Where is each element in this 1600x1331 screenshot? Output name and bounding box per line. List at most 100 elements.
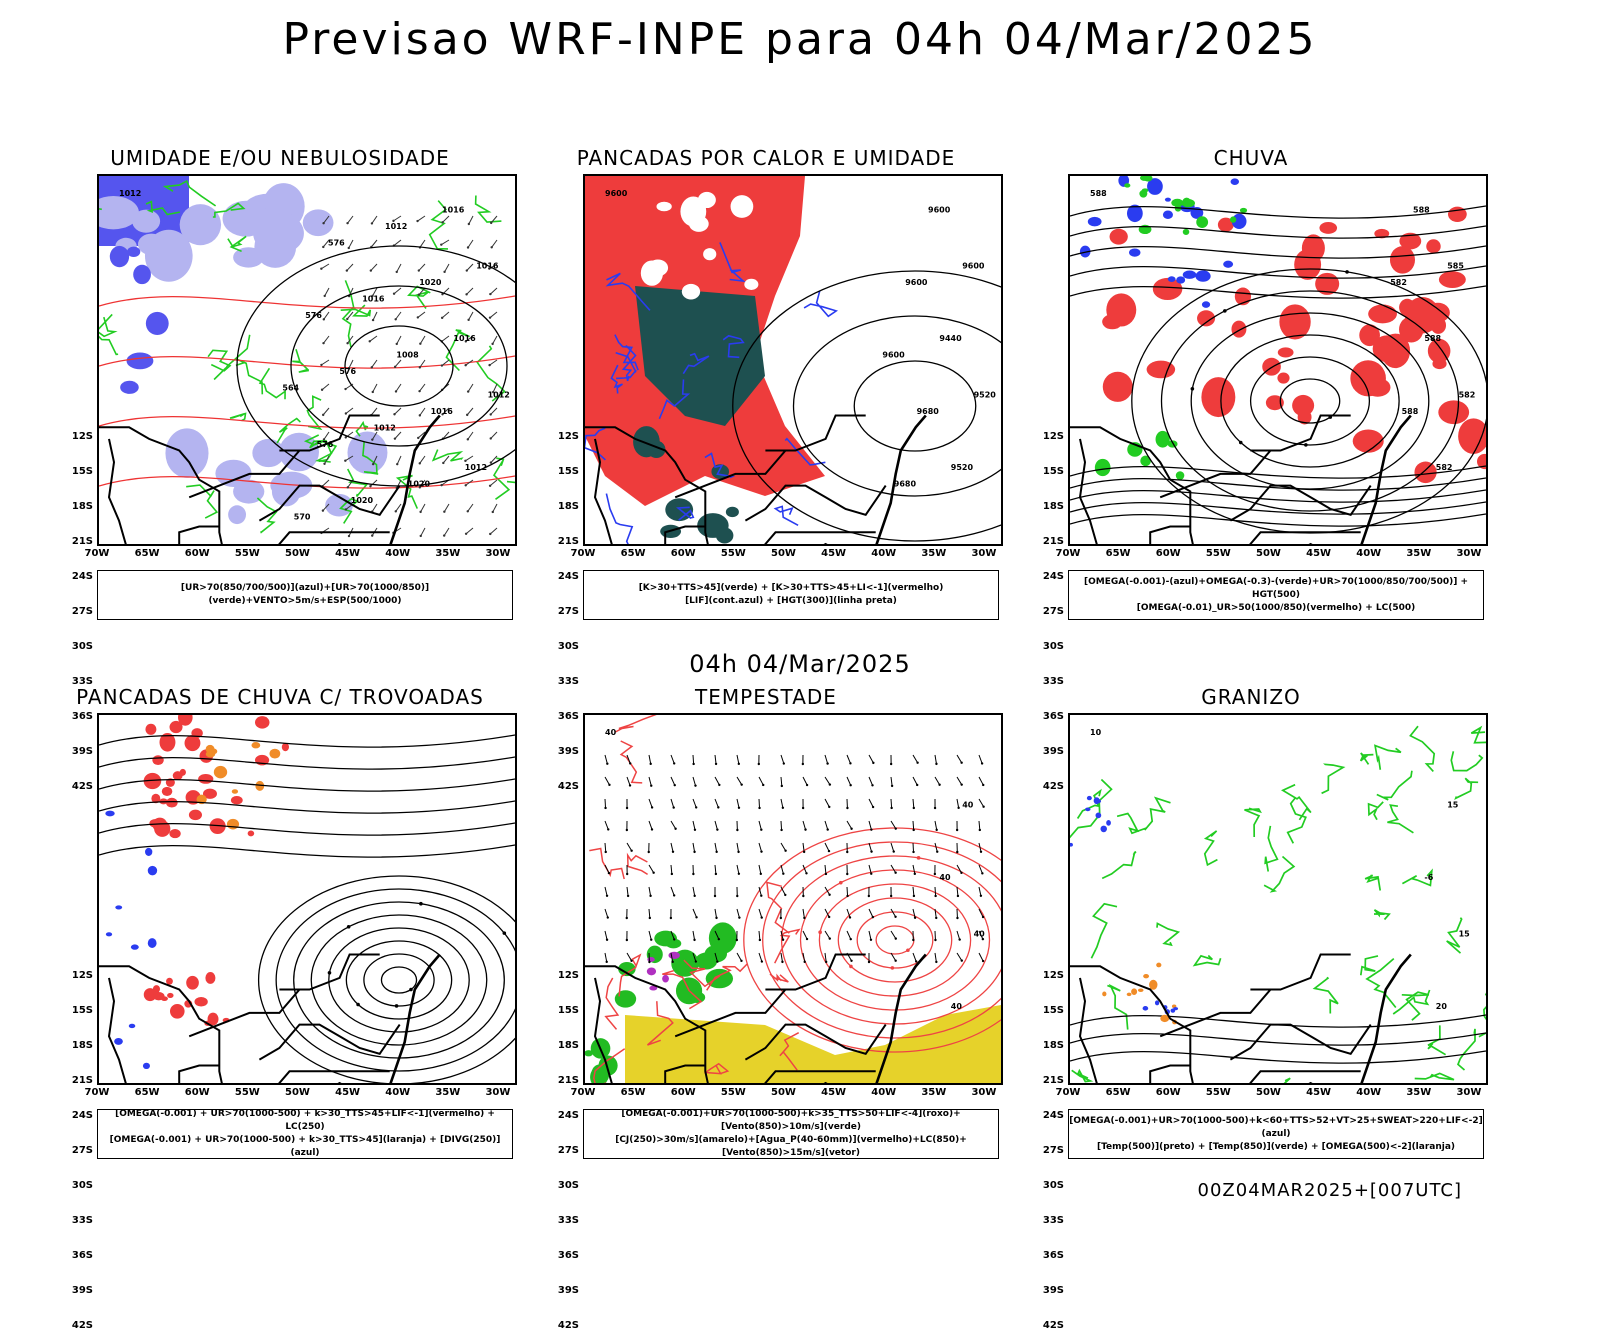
wind-vector — [849, 762, 851, 764]
omega-area-orange — [1143, 974, 1149, 978]
wind-vector — [869, 799, 873, 807]
wind-vector — [806, 938, 808, 940]
water-vapor-contour — [589, 849, 624, 880]
wind-vector — [417, 316, 419, 318]
divergence-area-blue — [115, 905, 122, 909]
lat-tick-label: 30S — [57, 1180, 93, 1191]
wind-vector — [737, 799, 739, 808]
wind-vector — [444, 528, 449, 536]
legend-line: [OMEGA(-0.001)+UR>70(1000-500)+k<60+TTS>… — [1069, 1115, 1483, 1141]
wind-vector — [868, 895, 870, 897]
wind-vector — [371, 240, 377, 247]
wind-vector — [420, 384, 425, 391]
border-line — [1250, 955, 1350, 990]
lat-tick-label: 24S — [543, 1110, 579, 1121]
wind-vector — [467, 408, 473, 415]
wind-vector — [467, 246, 469, 248]
lifted-index-contour — [804, 291, 836, 316]
wind-vector — [715, 917, 717, 919]
wind-vector — [737, 953, 741, 961]
lat-tick-label: 21S — [543, 1075, 579, 1086]
contour-label: 588 — [1424, 334, 1441, 343]
humidity-area-blue — [120, 381, 139, 394]
temperature-850-contour — [1157, 924, 1178, 945]
rain-area-blue — [1176, 276, 1185, 283]
wind-vector — [781, 953, 782, 962]
wind-vector — [418, 269, 420, 271]
contour-label: 9600 — [882, 351, 905, 360]
contour-label: 585 — [1447, 262, 1464, 271]
contour-label: 15 — [1447, 801, 1459, 810]
wind-vector — [490, 360, 497, 365]
wind-vector — [760, 873, 762, 875]
wind-vector — [489, 293, 491, 295]
wind-vector — [443, 511, 445, 513]
wind-vector — [782, 939, 784, 941]
temperature-850-contour — [1410, 726, 1434, 771]
wind-vector — [979, 755, 982, 763]
wind-vector — [322, 509, 324, 511]
wind-vector — [781, 961, 783, 963]
wind-vector — [322, 414, 324, 416]
wind-vector — [420, 535, 422, 537]
wind-vector — [736, 939, 738, 941]
storm-area-orange — [206, 751, 215, 758]
wind-vector — [605, 851, 607, 853]
wind-vector — [736, 895, 738, 897]
wind-vector — [715, 755, 716, 764]
lon-tick-label: 40W — [1354, 1087, 1384, 1098]
temperature-850-contour — [1387, 805, 1413, 833]
temperature-850-contour — [1091, 904, 1117, 959]
wind-vector — [894, 960, 896, 962]
wind-vector — [738, 916, 740, 918]
rain-area-red — [1319, 222, 1337, 234]
hail-area-blue — [1094, 797, 1100, 804]
wind-vector — [371, 222, 373, 224]
wind-vector — [935, 961, 937, 963]
wind-vector — [322, 342, 324, 344]
lon-tick-label: 55W — [718, 1087, 748, 1098]
wind-vector — [780, 917, 782, 919]
humidity-area-blue — [127, 353, 154, 370]
wind-vector — [693, 755, 694, 764]
temperature-850-contour — [1271, 1078, 1291, 1083]
clear-area — [698, 192, 716, 208]
wind-vector — [782, 872, 784, 874]
wind-vector — [493, 504, 497, 512]
contour-label: 1016 — [453, 334, 476, 343]
wind-vector — [393, 293, 395, 295]
wind-vector — [626, 807, 628, 809]
streamline-arrow — [395, 1004, 399, 1008]
wind-vector — [912, 851, 914, 853]
wind-vector — [715, 843, 717, 852]
divergence-area-blue — [106, 932, 112, 936]
panel-legend: [OMEGA(-0.001)+UR>70(1000-500)+k<60+TTS>… — [1068, 1109, 1484, 1159]
wind-vector — [956, 917, 958, 919]
wind-vector — [626, 917, 628, 919]
wind-vector — [759, 799, 760, 808]
rain-area-red — [1390, 246, 1415, 273]
wind-vector — [467, 510, 469, 512]
wind-vector — [803, 821, 806, 830]
wind-vector — [913, 843, 914, 852]
lat-tick-label: 33S — [543, 1215, 579, 1226]
wind-vector — [605, 865, 609, 873]
wind-vector — [935, 777, 940, 785]
water-vapor-contour — [782, 856, 1001, 1024]
wind-vector — [916, 762, 918, 764]
wind-vector — [759, 777, 763, 785]
contour-label: 1008 — [396, 351, 419, 360]
streamline — [99, 779, 515, 791]
contour-label: 9600 — [962, 262, 985, 271]
lon-tick-label: 65W — [132, 1087, 162, 1098]
wind-vector — [850, 960, 852, 962]
wind-vector — [418, 293, 420, 295]
lon-tick-label: 70W — [1053, 1087, 1083, 1098]
streamline-arrow — [419, 902, 423, 906]
rain-area-red — [1294, 249, 1321, 280]
wind-vector — [649, 777, 651, 786]
lon-tick-label: 50W — [768, 548, 798, 559]
storm-area-red — [282, 743, 289, 751]
wind-vector — [693, 931, 695, 940]
wind-vector — [803, 909, 804, 918]
